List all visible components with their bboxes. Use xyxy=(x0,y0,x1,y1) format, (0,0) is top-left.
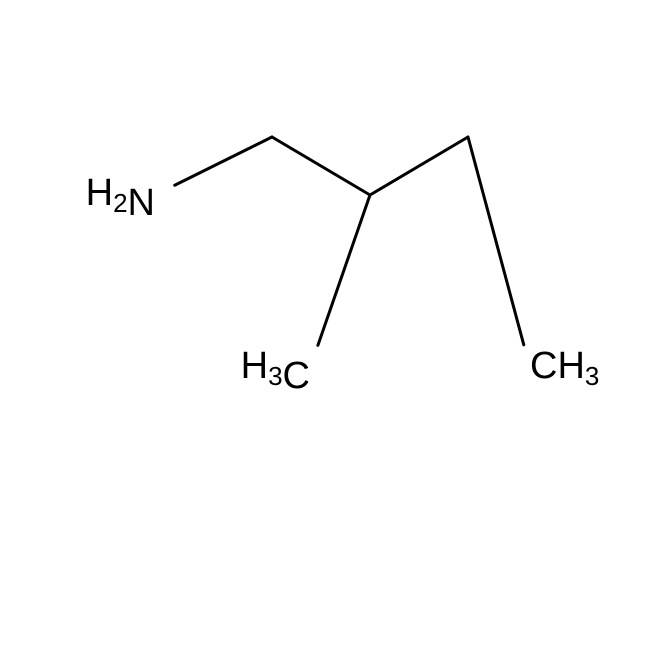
atom-label: CH3 xyxy=(530,345,599,391)
bond xyxy=(318,195,370,345)
bond xyxy=(468,137,524,345)
atom-label: H2N xyxy=(86,172,155,224)
bond xyxy=(370,137,468,195)
bond xyxy=(272,137,370,195)
bond xyxy=(175,137,272,185)
atom-label: H3C xyxy=(241,345,310,397)
molecule-diagram: H2N H3C CH3 xyxy=(0,0,650,650)
